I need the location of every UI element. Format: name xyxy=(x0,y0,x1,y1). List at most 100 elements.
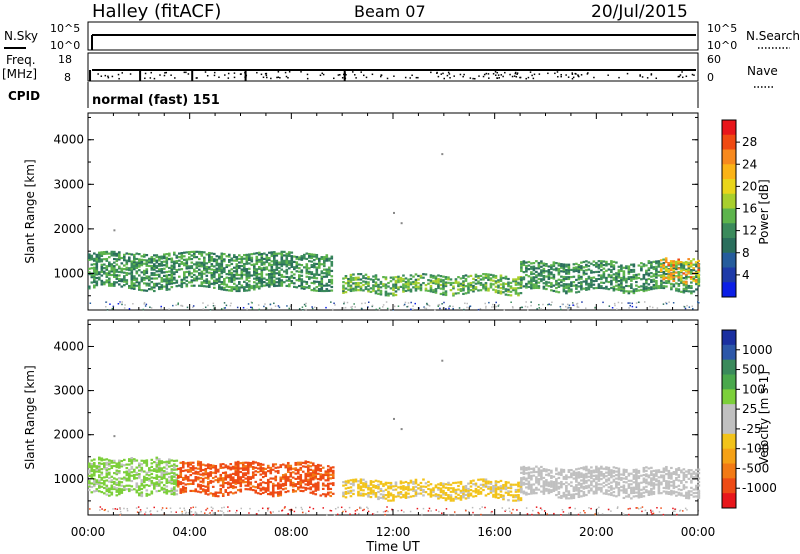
noise-cell xyxy=(89,302,92,304)
echo-cell xyxy=(489,487,493,491)
nave-dot xyxy=(360,71,362,73)
echo-cell xyxy=(682,277,686,280)
echo-cell xyxy=(318,259,321,262)
echo-cell xyxy=(359,278,363,281)
echo-cell xyxy=(542,485,546,488)
echo-cell xyxy=(607,263,611,266)
echo-cell xyxy=(414,280,418,283)
noise-cell xyxy=(204,306,207,309)
echo-cell xyxy=(184,490,188,493)
echo-cell xyxy=(321,482,325,485)
echo-cell xyxy=(324,473,328,477)
echo-cell xyxy=(306,480,310,483)
echo-cell xyxy=(369,487,373,490)
echo-cell xyxy=(115,488,119,492)
echo-cell xyxy=(570,481,573,484)
echo-cell xyxy=(472,495,475,498)
echo-cell xyxy=(258,273,261,276)
echo-cell xyxy=(642,466,646,470)
noise-cell xyxy=(144,305,147,307)
echo-cell xyxy=(158,481,161,484)
echo-cell xyxy=(140,264,144,267)
echo-cell xyxy=(349,279,353,282)
echo-cell xyxy=(617,285,621,288)
nsearch-tick-bottom: 10^0 xyxy=(707,39,737,52)
echo-cell xyxy=(514,494,518,497)
echo-cell xyxy=(313,275,316,278)
echo-cell xyxy=(160,461,164,465)
echo-cell xyxy=(305,264,309,268)
noise-cell xyxy=(572,302,574,305)
nave-dot xyxy=(691,73,694,76)
echo-cell xyxy=(517,485,520,488)
echo-cell xyxy=(188,274,191,277)
echo-cell xyxy=(198,284,201,287)
echo-cell xyxy=(315,266,319,269)
noise-cell xyxy=(585,307,587,309)
echo-cell xyxy=(547,284,551,288)
echo-cell xyxy=(285,259,289,263)
echo-cell xyxy=(547,274,551,277)
echo-cell xyxy=(240,259,244,262)
echo-cell xyxy=(185,258,189,261)
nave-dot xyxy=(513,75,516,77)
echo-cell xyxy=(437,279,440,282)
echo-cell xyxy=(223,258,226,261)
echo-cell xyxy=(98,470,101,473)
echo-cell xyxy=(537,479,541,482)
echo-cell xyxy=(444,493,448,496)
echo-cell xyxy=(595,481,598,484)
echo-cell xyxy=(605,287,608,290)
echo-cell xyxy=(424,284,428,287)
echo-cell xyxy=(685,286,688,289)
echo-cell xyxy=(249,465,253,468)
echo-cell xyxy=(502,498,505,501)
noise-cell xyxy=(581,301,583,303)
echo-cell xyxy=(220,275,224,278)
echo-cell xyxy=(447,495,450,499)
echo-cell xyxy=(550,482,553,485)
echo-cell xyxy=(193,273,196,277)
echo-cell xyxy=(432,274,435,278)
echo-cell xyxy=(602,472,606,476)
echo-cell xyxy=(602,474,606,477)
noise-cell xyxy=(132,303,134,305)
echo-cell xyxy=(447,483,450,486)
echo-cell xyxy=(517,483,520,486)
echo-cell xyxy=(198,272,201,275)
echo-cell xyxy=(183,276,186,279)
echo-cell xyxy=(110,461,114,464)
echo-cell xyxy=(615,284,618,287)
noise-cell xyxy=(510,301,512,304)
echo-cell xyxy=(590,473,593,476)
echo-cell xyxy=(88,469,91,472)
echo-cell xyxy=(215,255,219,258)
echo-cell xyxy=(444,281,448,284)
echo-cell xyxy=(208,266,211,269)
echo-cell xyxy=(294,468,298,472)
echo-cell xyxy=(208,267,211,271)
echo-cell xyxy=(90,464,94,467)
noise-cell xyxy=(662,303,665,305)
echo-cell xyxy=(552,273,556,277)
echo-cell xyxy=(226,483,230,486)
echo-cell xyxy=(260,274,264,277)
noise-cell xyxy=(353,303,355,305)
echo-cell xyxy=(399,276,403,280)
echo-cell xyxy=(697,275,700,279)
echo-cell xyxy=(319,467,323,471)
echo-cell xyxy=(331,492,335,495)
echo-cell xyxy=(155,477,159,480)
echo-cell xyxy=(95,271,99,274)
echo-cell xyxy=(110,250,114,253)
echo-cell xyxy=(635,284,638,287)
echo-cell xyxy=(331,466,335,469)
echo-cell xyxy=(357,283,360,286)
echo-cell xyxy=(645,289,648,292)
echo-cell xyxy=(437,483,440,486)
echo-cell xyxy=(319,473,323,476)
echo-cell xyxy=(214,468,218,471)
echo-cell xyxy=(128,484,131,487)
echo-cell xyxy=(233,275,236,278)
echo-cell xyxy=(444,284,448,288)
